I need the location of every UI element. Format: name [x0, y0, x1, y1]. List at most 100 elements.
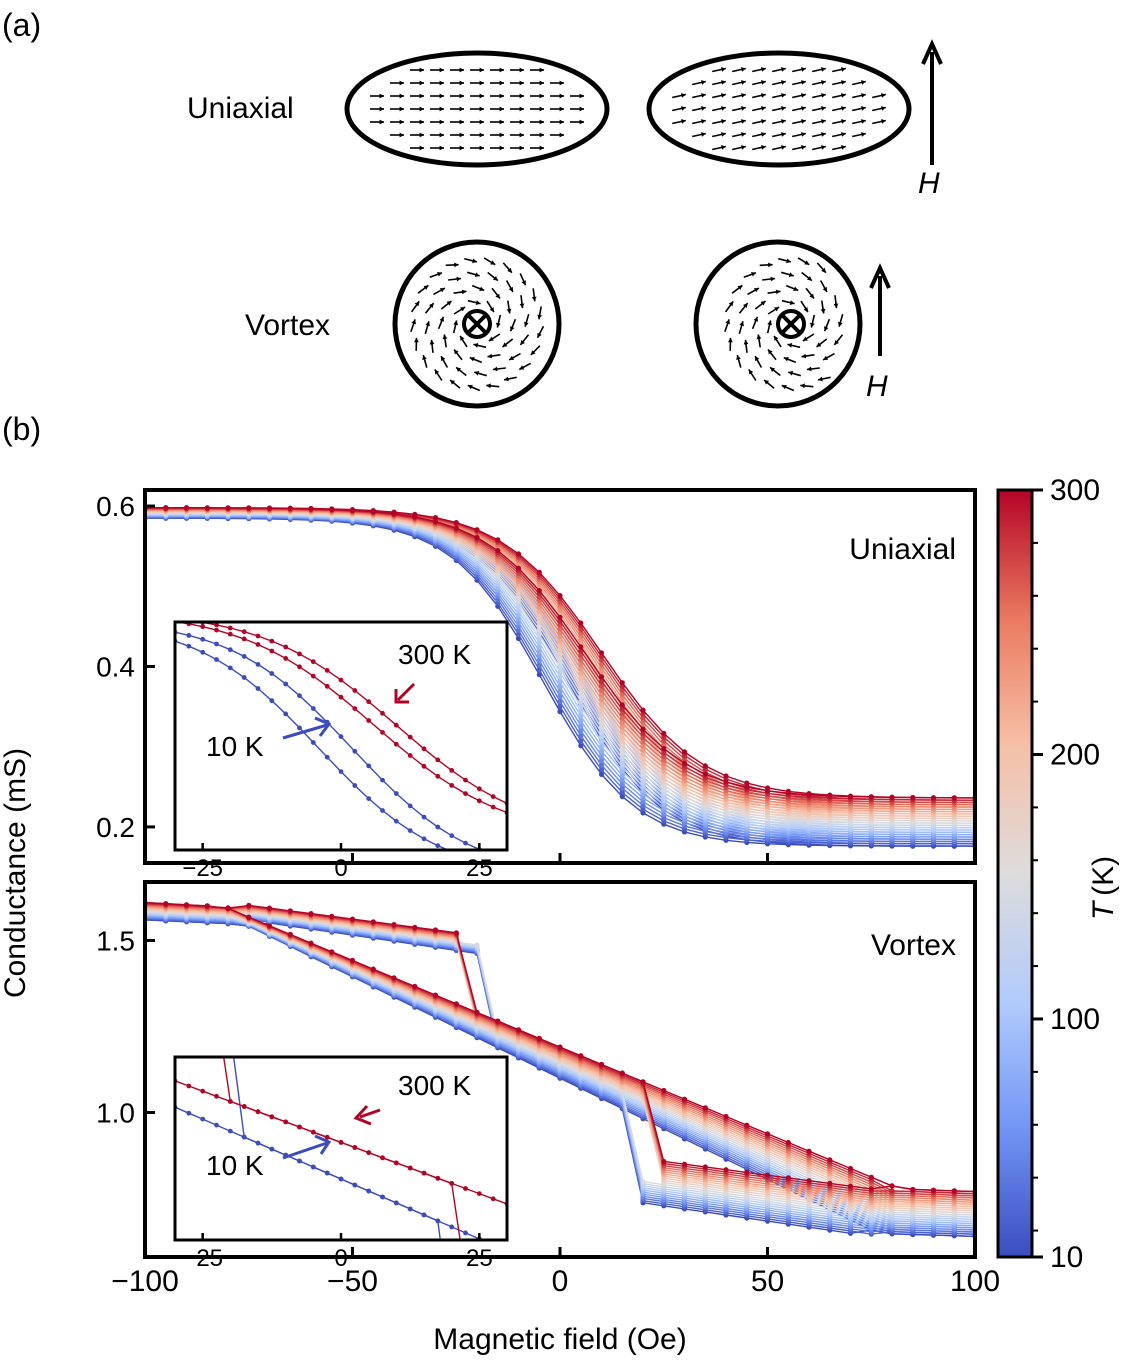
spin-arrow-head [821, 93, 826, 98]
spin-arrow-head [764, 380, 769, 385]
inset-data-point [463, 777, 468, 783]
inset-data-point [297, 664, 302, 670]
data-point [246, 902, 252, 909]
x-tick-label: 0 [552, 1265, 569, 1298]
spin-arrow-head [519, 365, 525, 370]
data-point [578, 679, 584, 685]
data-point [640, 759, 646, 765]
inset-data-point [421, 1170, 427, 1176]
spin-arrow-head [701, 119, 706, 124]
data-point [453, 1001, 459, 1007]
spin-arrow-head [801, 93, 806, 98]
inset-data-point [449, 768, 455, 773]
inset-data-point [269, 1114, 275, 1120]
spin-arrow-head [539, 67, 544, 73]
spin-arrow-head [741, 145, 746, 150]
data-point [619, 1070, 625, 1076]
spin-arrow-head [479, 119, 484, 125]
data-point [287, 931, 293, 938]
inset-data-point [435, 1218, 441, 1224]
spin-arrow-head [499, 119, 504, 125]
spin-arrow-head [502, 342, 508, 347]
panel-a-label: (a) [2, 7, 41, 43]
spin-arrow-head [419, 132, 424, 138]
x-tick-label: 100 [950, 1265, 1000, 1298]
spin-arrow-head [741, 93, 746, 98]
spin-arrow-head [781, 106, 786, 111]
uniaxial-axes-ticks: 0.2 0.4 0.6 [96, 491, 977, 863]
spin-arrow-head [379, 93, 384, 99]
data-point [619, 772, 625, 779]
inset-data-point [352, 1145, 358, 1150]
inset-data-point [435, 1175, 441, 1181]
inset-data-point [435, 773, 441, 779]
spin-arrow-head [803, 307, 808, 313]
spin-arrow-head [787, 343, 793, 348]
data-point [578, 733, 584, 739]
data-point [536, 569, 542, 575]
inset-data-point [449, 1224, 455, 1230]
inset-data-point [449, 833, 455, 839]
data-point [640, 779, 646, 785]
vortex-spins-left [410, 257, 545, 392]
spin-arrow-head [770, 367, 775, 372]
spin-arrow-head [399, 93, 404, 99]
data-point [578, 698, 584, 704]
data-point [640, 787, 646, 793]
colorbar-ticks: 10 100 200 300 [1032, 474, 1100, 1274]
spin-arrow-head [519, 106, 524, 112]
spin-arrow-head [809, 293, 814, 299]
data-point [287, 505, 293, 511]
inset-data-point [214, 1122, 219, 1128]
data-point [806, 1148, 812, 1154]
spin-arrow-head [489, 307, 494, 313]
inset-data-point [269, 648, 275, 654]
inset-data-point [463, 1186, 468, 1191]
spin-arrow-head [539, 80, 544, 86]
colorbar-tick-label: 300 [1050, 474, 1100, 507]
inset-data-point [241, 629, 247, 635]
data-point [744, 784, 750, 790]
data-point [412, 983, 418, 990]
inset-data-point [186, 643, 192, 649]
inset-data-point [366, 796, 372, 801]
data-point [723, 773, 729, 779]
colorbar-label-symbol: T [1087, 899, 1120, 920]
spin-arrow-head [681, 93, 686, 98]
data-point [598, 757, 605, 764]
data-point [619, 680, 625, 686]
data-point [578, 693, 584, 700]
spin-arrow-head [459, 119, 464, 125]
data-point [329, 913, 335, 919]
data-point [578, 1053, 584, 1059]
inset-data-point [463, 791, 468, 796]
spin-arrow-head [783, 357, 789, 362]
vortex-spins-right [724, 257, 844, 392]
data-point [578, 675, 584, 681]
data-point [349, 507, 356, 513]
inset-data-point [310, 1164, 316, 1170]
data-point [619, 785, 625, 791]
spin-arrow-head [751, 272, 756, 277]
spin-arrow-head [721, 106, 726, 111]
inset-data-point [227, 1128, 233, 1134]
inset-data-point [241, 1134, 247, 1140]
spin-arrow-head [774, 307, 780, 312]
spin-arrow-head [721, 93, 726, 98]
data-point [598, 762, 605, 768]
spin-arrow-head [519, 93, 524, 99]
spin-arrow-head [781, 119, 786, 124]
uniaxial-inset-arrow-10k [282, 716, 332, 740]
vortex-inset-label-300k: 300 K [398, 1070, 471, 1101]
spin-arrow-head [786, 258, 791, 264]
spin-arrow-head [399, 80, 404, 86]
inset-data-point [407, 1206, 413, 1212]
vortex-inset-label-10k: 10 K [206, 1150, 264, 1181]
data-point [640, 747, 646, 753]
data-point [536, 588, 542, 594]
inset-data-point [324, 1170, 330, 1176]
inset-data-point [200, 1116, 206, 1122]
inset-data-point [449, 1181, 455, 1186]
spin-arrow-head [800, 383, 805, 389]
data-point [557, 693, 563, 700]
